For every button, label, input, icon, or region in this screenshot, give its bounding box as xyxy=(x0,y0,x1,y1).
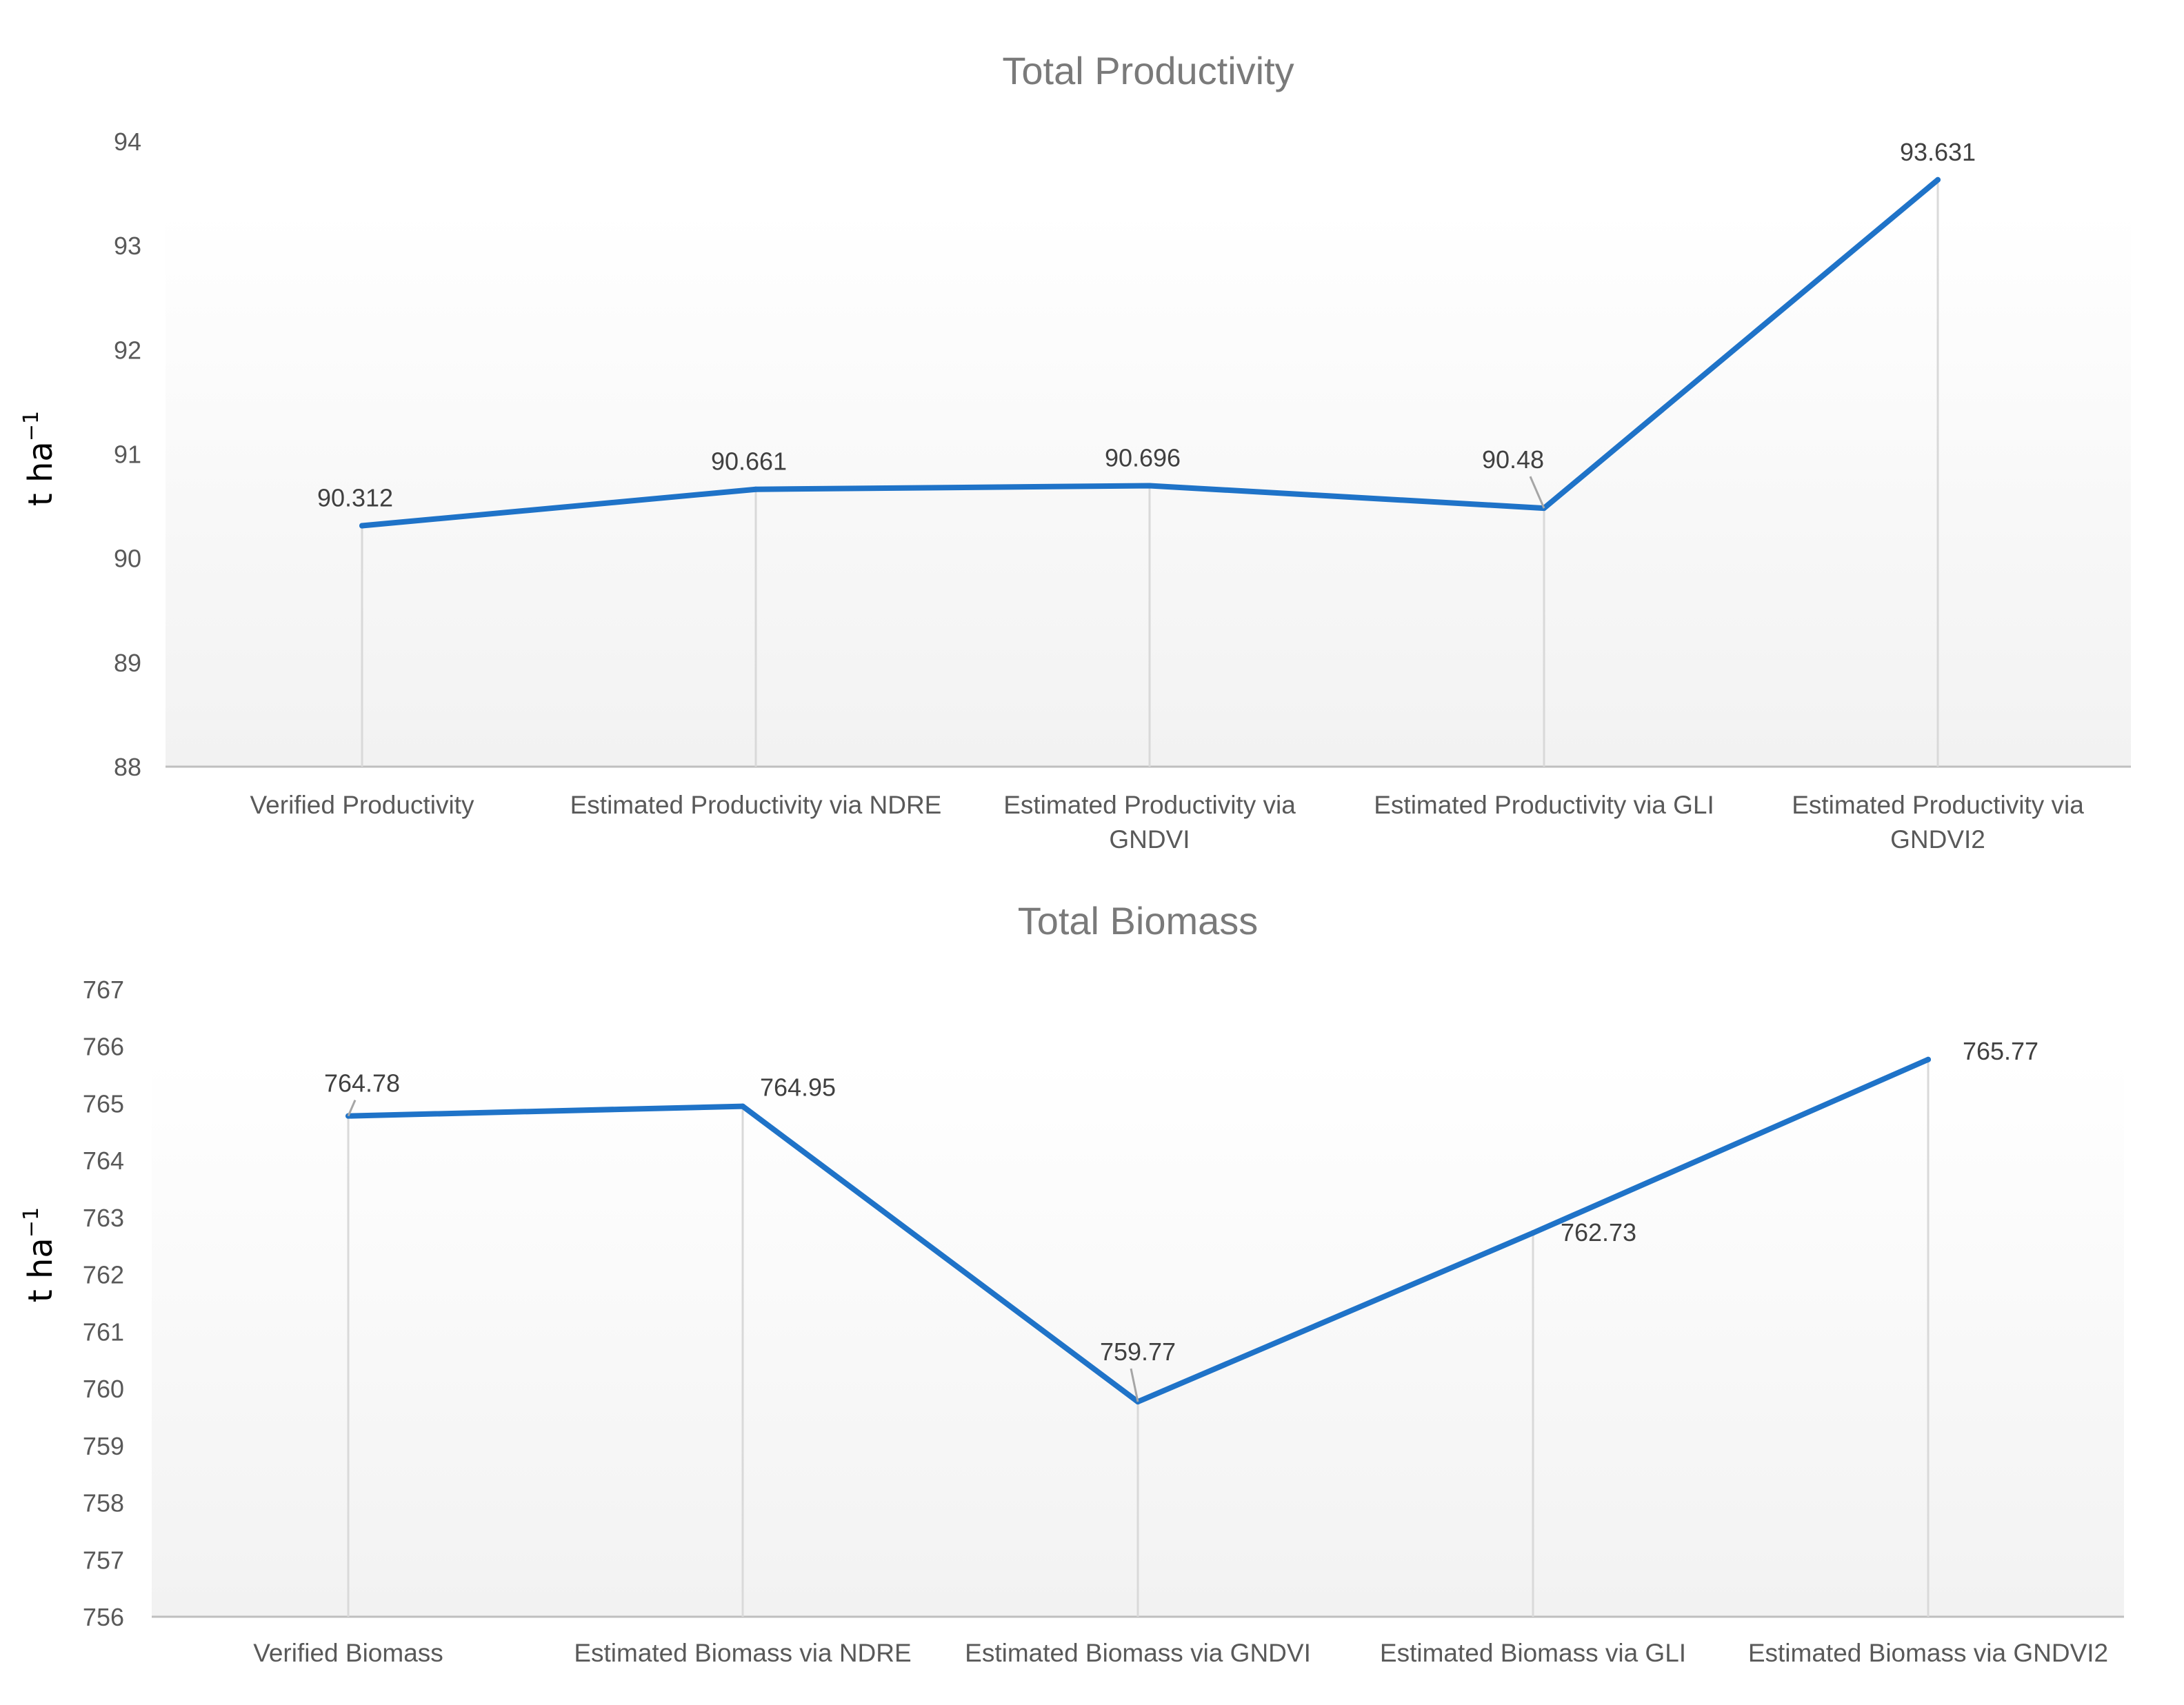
data-label-leader xyxy=(1130,1368,1139,1402)
data-label: 764.95 xyxy=(760,1073,836,1102)
data-label-leader xyxy=(347,1100,357,1117)
chart-title: Total Biomass xyxy=(1018,899,1259,942)
y-tick-label: 90 xyxy=(114,545,141,573)
x-category-label-line: Estimated Productivity via xyxy=(1003,791,1296,819)
x-category-label-line: Estimated Biomass via GLI xyxy=(1380,1639,1686,1667)
y-tick-label: 760 xyxy=(83,1375,124,1403)
x-category-label-line: Estimated Biomass via NDRE xyxy=(574,1639,911,1667)
x-category-label-line: Verified Productivity xyxy=(250,791,474,819)
y-tick-label: 764 xyxy=(83,1147,124,1175)
data-label: 90.48 xyxy=(1482,445,1544,474)
y-axis-label-superscript: −1 xyxy=(19,1207,43,1238)
x-category-label-line: GNDVI xyxy=(1109,825,1190,854)
x-category-label: Verified Biomass xyxy=(253,1639,443,1667)
x-category-label-line: GNDVI2 xyxy=(1890,825,1985,854)
plot-area xyxy=(166,210,2131,767)
y-tick-label: 94 xyxy=(114,128,141,156)
y-tick-label: 762 xyxy=(83,1261,124,1289)
y-axis-label-unit: t ha xyxy=(21,1238,60,1302)
x-category-label-line: Verified Biomass xyxy=(253,1639,443,1667)
data-label-leader xyxy=(1529,476,1545,509)
x-category-label: Estimated Productivity via GLI xyxy=(1374,791,1714,819)
y-axis-label-superscript: −1 xyxy=(19,411,43,441)
x-category-label: Estimated Biomass via GNDVI xyxy=(965,1639,1311,1667)
y-tick-label: 767 xyxy=(83,976,124,1004)
y-tick-label: 93 xyxy=(114,232,141,260)
data-point xyxy=(1530,1230,1536,1236)
y-axis-label: t ha−1 xyxy=(19,1207,60,1302)
x-category-label-line: Estimated Productivity via NDRE xyxy=(570,791,942,819)
data-label: 762.73 xyxy=(1561,1218,1636,1247)
data-label: 90.661 xyxy=(711,447,787,476)
y-tick-label: 761 xyxy=(83,1318,124,1346)
data-point xyxy=(740,1103,745,1109)
x-category-label: Estimated Productivity via GNDVI2 xyxy=(1792,791,2084,854)
data-label: 764.78 xyxy=(324,1069,400,1098)
y-tick-label: 89 xyxy=(114,649,141,677)
y-tick-label: 766 xyxy=(83,1033,124,1061)
y-tick-label: 91 xyxy=(114,441,141,469)
y-tick-label: 758 xyxy=(83,1489,124,1517)
y-axis-label-unit: t ha xyxy=(21,441,60,506)
y-tick-label: 765 xyxy=(83,1089,124,1118)
x-category-label: Estimated Biomass via NDRE xyxy=(574,1639,911,1667)
x-category-label-line: Estimated Biomass via GNDVI xyxy=(965,1639,1311,1667)
y-tick-label: 756 xyxy=(83,1603,124,1631)
x-category-label: Verified Productivity xyxy=(250,791,474,819)
y-axis-label: t ha−1 xyxy=(19,411,60,506)
chart-title: Total Productivity xyxy=(1002,49,1294,92)
x-category-label-line: Estimated Biomass via GNDVI2 xyxy=(1748,1639,2108,1667)
y-tick-label: 757 xyxy=(83,1546,124,1574)
x-category-label-line: Estimated Productivity via xyxy=(1792,791,2084,819)
data-point xyxy=(1935,176,1941,183)
data-label: 759.77 xyxy=(1100,1338,1176,1366)
data-point xyxy=(359,523,365,529)
productivity-chart: Total Productivity t ha−1 88 89 90 91 92 93 94 90… xyxy=(19,49,2131,854)
x-category-label: Estimated Biomass via GNDVI2 xyxy=(1748,1639,2108,1667)
x-category-label: Estimated Productivity via NDRE xyxy=(570,791,942,819)
data-point xyxy=(1147,483,1152,489)
x-category-label-line: Estimated Productivity via GLI xyxy=(1374,791,1714,819)
data-label: 93.631 xyxy=(1900,138,1976,166)
y-tick-label: 763 xyxy=(83,1204,124,1232)
data-label: 90.312 xyxy=(317,484,393,512)
y-tick-label: 759 xyxy=(83,1432,124,1460)
data-label: 765.77 xyxy=(1963,1037,2038,1065)
data-point xyxy=(1925,1056,1931,1062)
y-tick-label: 92 xyxy=(114,336,141,364)
data-point xyxy=(753,486,759,492)
x-category-label: Estimated Productivity via GNDVI xyxy=(1003,791,1296,854)
biomass-chart: Total Biomass t ha−1 756 757 758 759 760 761 762… xyxy=(19,899,2124,1667)
x-category-label: Estimated Biomass via GLI xyxy=(1380,1639,1686,1667)
y-tick-label: 88 xyxy=(114,753,141,781)
data-label: 90.696 xyxy=(1105,443,1181,472)
